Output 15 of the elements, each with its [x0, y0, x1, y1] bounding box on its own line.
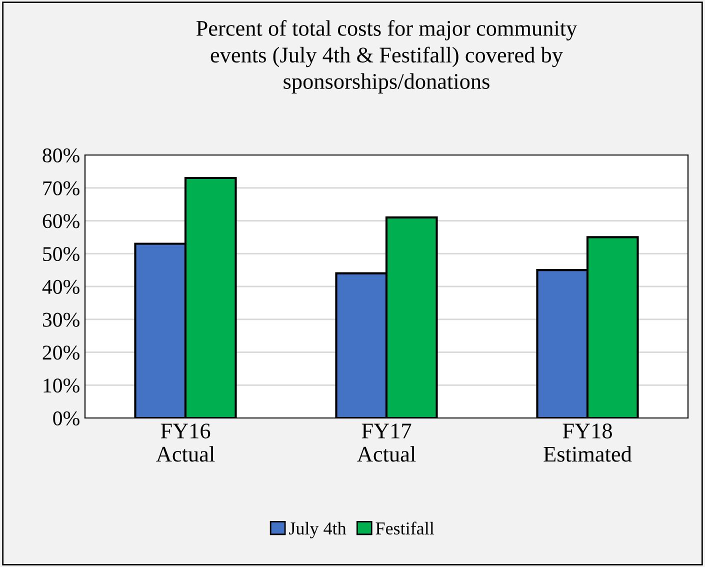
y-tick-label: 20% [42, 346, 80, 360]
y-tick-label: 60% [42, 214, 80, 228]
y-tick-label: 10% [44, 378, 80, 393]
x-tick-label: FY17 Actual [357, 424, 416, 462]
x-tick-label: FY16 Actual [156, 424, 215, 462]
legend-label: Festifall [376, 522, 434, 535]
y-tick-label: 40% [42, 280, 80, 294]
x-tick-label: FY18 Estimated [544, 424, 632, 462]
y-tick-label: 30% [42, 312, 80, 327]
chart-title: Percent of total costs for major community events (July 4th & Festifall) covered by sponsorships/donations [196, 20, 578, 94]
legend-label: July 4th [289, 522, 346, 538]
y-tick-label: 0% [53, 411, 80, 426]
y-tick-label: 80% [42, 148, 80, 162]
y-tick-label: 50% [43, 247, 80, 262]
y-tick-label: 70% [43, 181, 80, 196]
